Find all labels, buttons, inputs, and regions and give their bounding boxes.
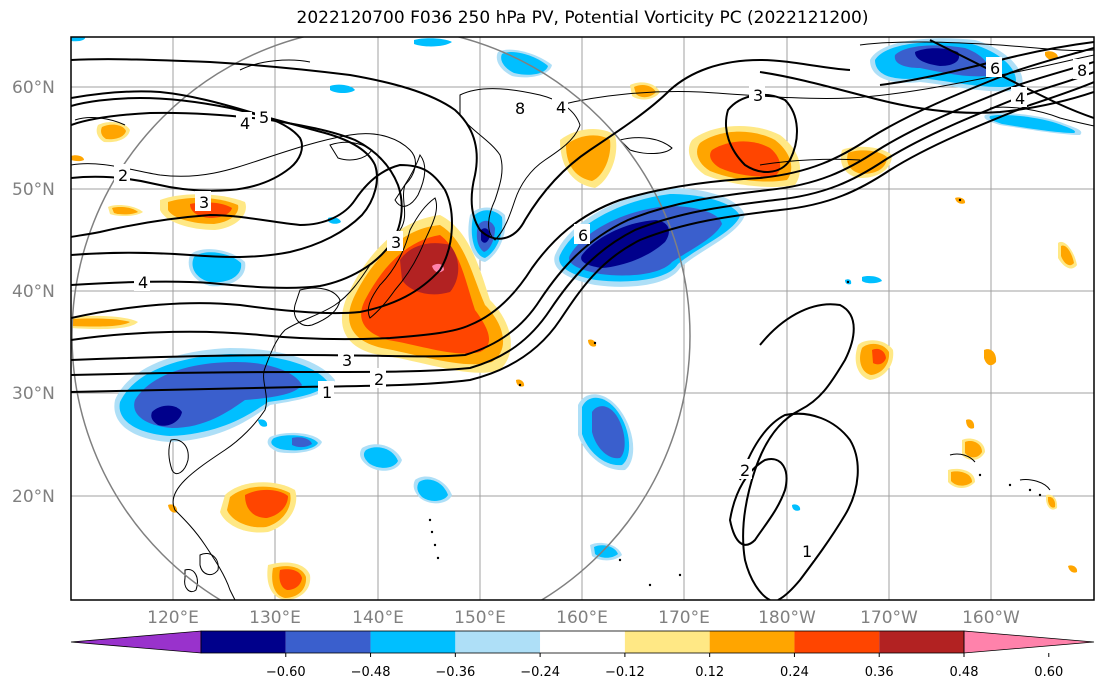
lon-label: 120°E xyxy=(147,608,199,628)
map-title: 2022120700 F036 250 hPa PV, Potential Vo… xyxy=(296,8,869,28)
contour-label: 1 xyxy=(802,542,812,561)
negative-pv-anomalies xyxy=(71,37,1082,561)
colorbar-segment xyxy=(285,631,371,653)
colorbar-segment xyxy=(794,631,880,653)
colorbar-segment xyxy=(879,631,964,653)
colorbar-frame xyxy=(200,630,965,654)
latitude-labels: 60°N 50°N 40°N 30°N 20°N xyxy=(12,78,55,507)
range-circle xyxy=(71,37,691,600)
positive-pv-anomalies xyxy=(71,51,1078,600)
lat-label: 30°N xyxy=(12,384,55,404)
lat-label: 60°N xyxy=(12,78,55,98)
contour-label: 4 xyxy=(1015,89,1025,108)
lon-label: 170°W xyxy=(860,608,918,628)
contour-label: 8 xyxy=(515,99,525,118)
colorbar-tick-label: −0.60 xyxy=(266,665,306,680)
colorbar-extend-low xyxy=(70,630,202,654)
contour-label: 6 xyxy=(578,226,588,245)
lon-label: 180°W xyxy=(758,608,816,628)
lon-label: 160°E xyxy=(556,608,608,628)
colorbar-tick-label: −0.48 xyxy=(351,665,391,680)
colorbar-extend-high xyxy=(963,630,1095,654)
contour-label: 4 xyxy=(138,273,148,292)
contour-label: 2 xyxy=(118,166,128,185)
lon-label: 170°E xyxy=(658,608,710,628)
contour-label: 3 xyxy=(753,86,763,105)
contour-label: 2 xyxy=(374,370,384,389)
coastlines xyxy=(71,41,1094,600)
lon-label: 140°E xyxy=(352,608,404,628)
contour-label: 3 xyxy=(199,193,209,212)
colorbar-tick-label: −0.12 xyxy=(605,665,645,680)
colorbar-segment xyxy=(370,631,456,653)
lat-label: 50°N xyxy=(12,180,55,200)
colorbar-tick-label: 0.36 xyxy=(865,665,894,680)
contour-label: 3 xyxy=(342,351,352,370)
colorbar-tick-labels: −0.60 −0.48 −0.36 −0.24 −0.12 0.12 0.24 0.36 0.4… xyxy=(266,653,1063,680)
contour-labels: 5 4 2 3 3 4 3 2 1 8 4 6 3 6 xyxy=(114,57,1089,561)
colorbar-tick-label: 0.48 xyxy=(950,665,979,680)
colorbar-segment xyxy=(455,631,541,653)
contour-label: 3 xyxy=(391,233,401,252)
lon-label: 150°E xyxy=(454,608,506,628)
colorbar-tick-label: −0.24 xyxy=(520,665,560,680)
plot-frame xyxy=(70,36,1095,601)
colorbar-segment xyxy=(709,631,795,653)
colorbar-tick-label: 0.60 xyxy=(1034,665,1063,680)
lat-label: 20°N xyxy=(12,487,55,507)
colorbar-segment xyxy=(624,631,710,653)
lon-label: 160°W xyxy=(962,608,1020,628)
contour-label: 1 xyxy=(322,383,332,402)
colorbar-tick-label: −0.36 xyxy=(435,665,475,680)
lon-label: 130°E xyxy=(249,608,301,628)
contour-label: 4 xyxy=(240,114,250,133)
contour-label: 6 xyxy=(990,59,1000,78)
contour-label: 4 xyxy=(556,98,566,117)
contour-label: 2 xyxy=(740,461,750,480)
islands xyxy=(428,198,1042,587)
colorbar-segment xyxy=(540,631,625,653)
contour-label: 8 xyxy=(1077,61,1087,80)
colorbar-segment xyxy=(201,631,286,653)
colorbar-tick-label: 0.12 xyxy=(695,665,724,680)
colorbar xyxy=(70,630,1095,654)
longitude-labels: 120°E 130°E 140°E 150°E 160°E 170°E 180°… xyxy=(147,608,1020,628)
lat-label: 40°N xyxy=(12,282,55,302)
contour-label: 5 xyxy=(259,108,269,127)
colorbar-tick-label: 0.24 xyxy=(780,665,809,680)
